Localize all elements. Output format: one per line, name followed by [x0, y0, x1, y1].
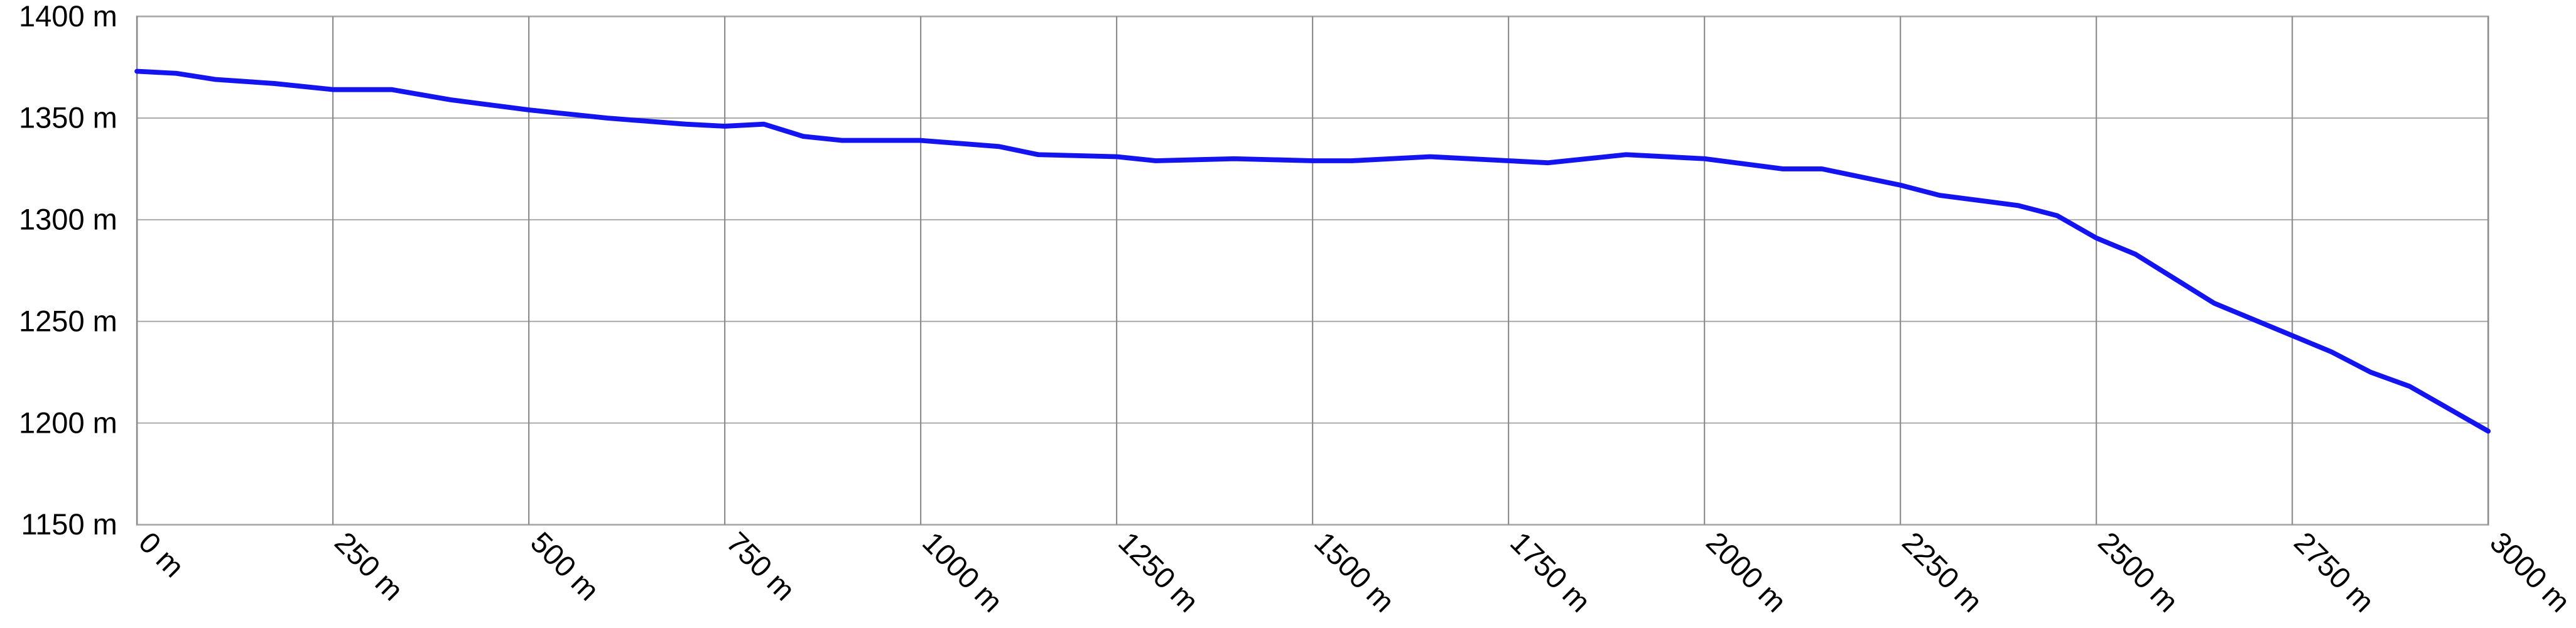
x-tick-label: 0 m	[133, 525, 191, 583]
x-tick-label: 1500 m	[1308, 525, 1401, 618]
x-tick-label: 2750 m	[2288, 525, 2381, 618]
x-tick-label: 1250 m	[1112, 525, 1205, 618]
x-tick-label: 750 m	[720, 525, 802, 607]
y-tick-label: 1150 m	[21, 507, 117, 541]
y-tick-label: 1250 m	[19, 304, 117, 337]
y-tick-label: 1400 m	[19, 0, 117, 33]
x-tick-label: 1000 m	[916, 525, 1009, 618]
x-tick-label: 2000 m	[1700, 525, 1793, 618]
x-tick-label: 500 m	[524, 525, 606, 607]
elevation-line	[134, 68, 2491, 434]
x-tick-label: 1750 m	[1504, 525, 1597, 618]
x-tick-label: 2250 m	[1896, 525, 1989, 618]
y-tick-label: 1300 m	[19, 203, 117, 236]
x-tick-label: 3000 m	[2484, 525, 2576, 618]
y-tick-label: 1350 m	[19, 101, 117, 134]
x-tick-label: 250 m	[328, 525, 410, 607]
y-tick-label: 1200 m	[19, 406, 117, 439]
x-tick-label: 2500 m	[2092, 525, 2185, 618]
